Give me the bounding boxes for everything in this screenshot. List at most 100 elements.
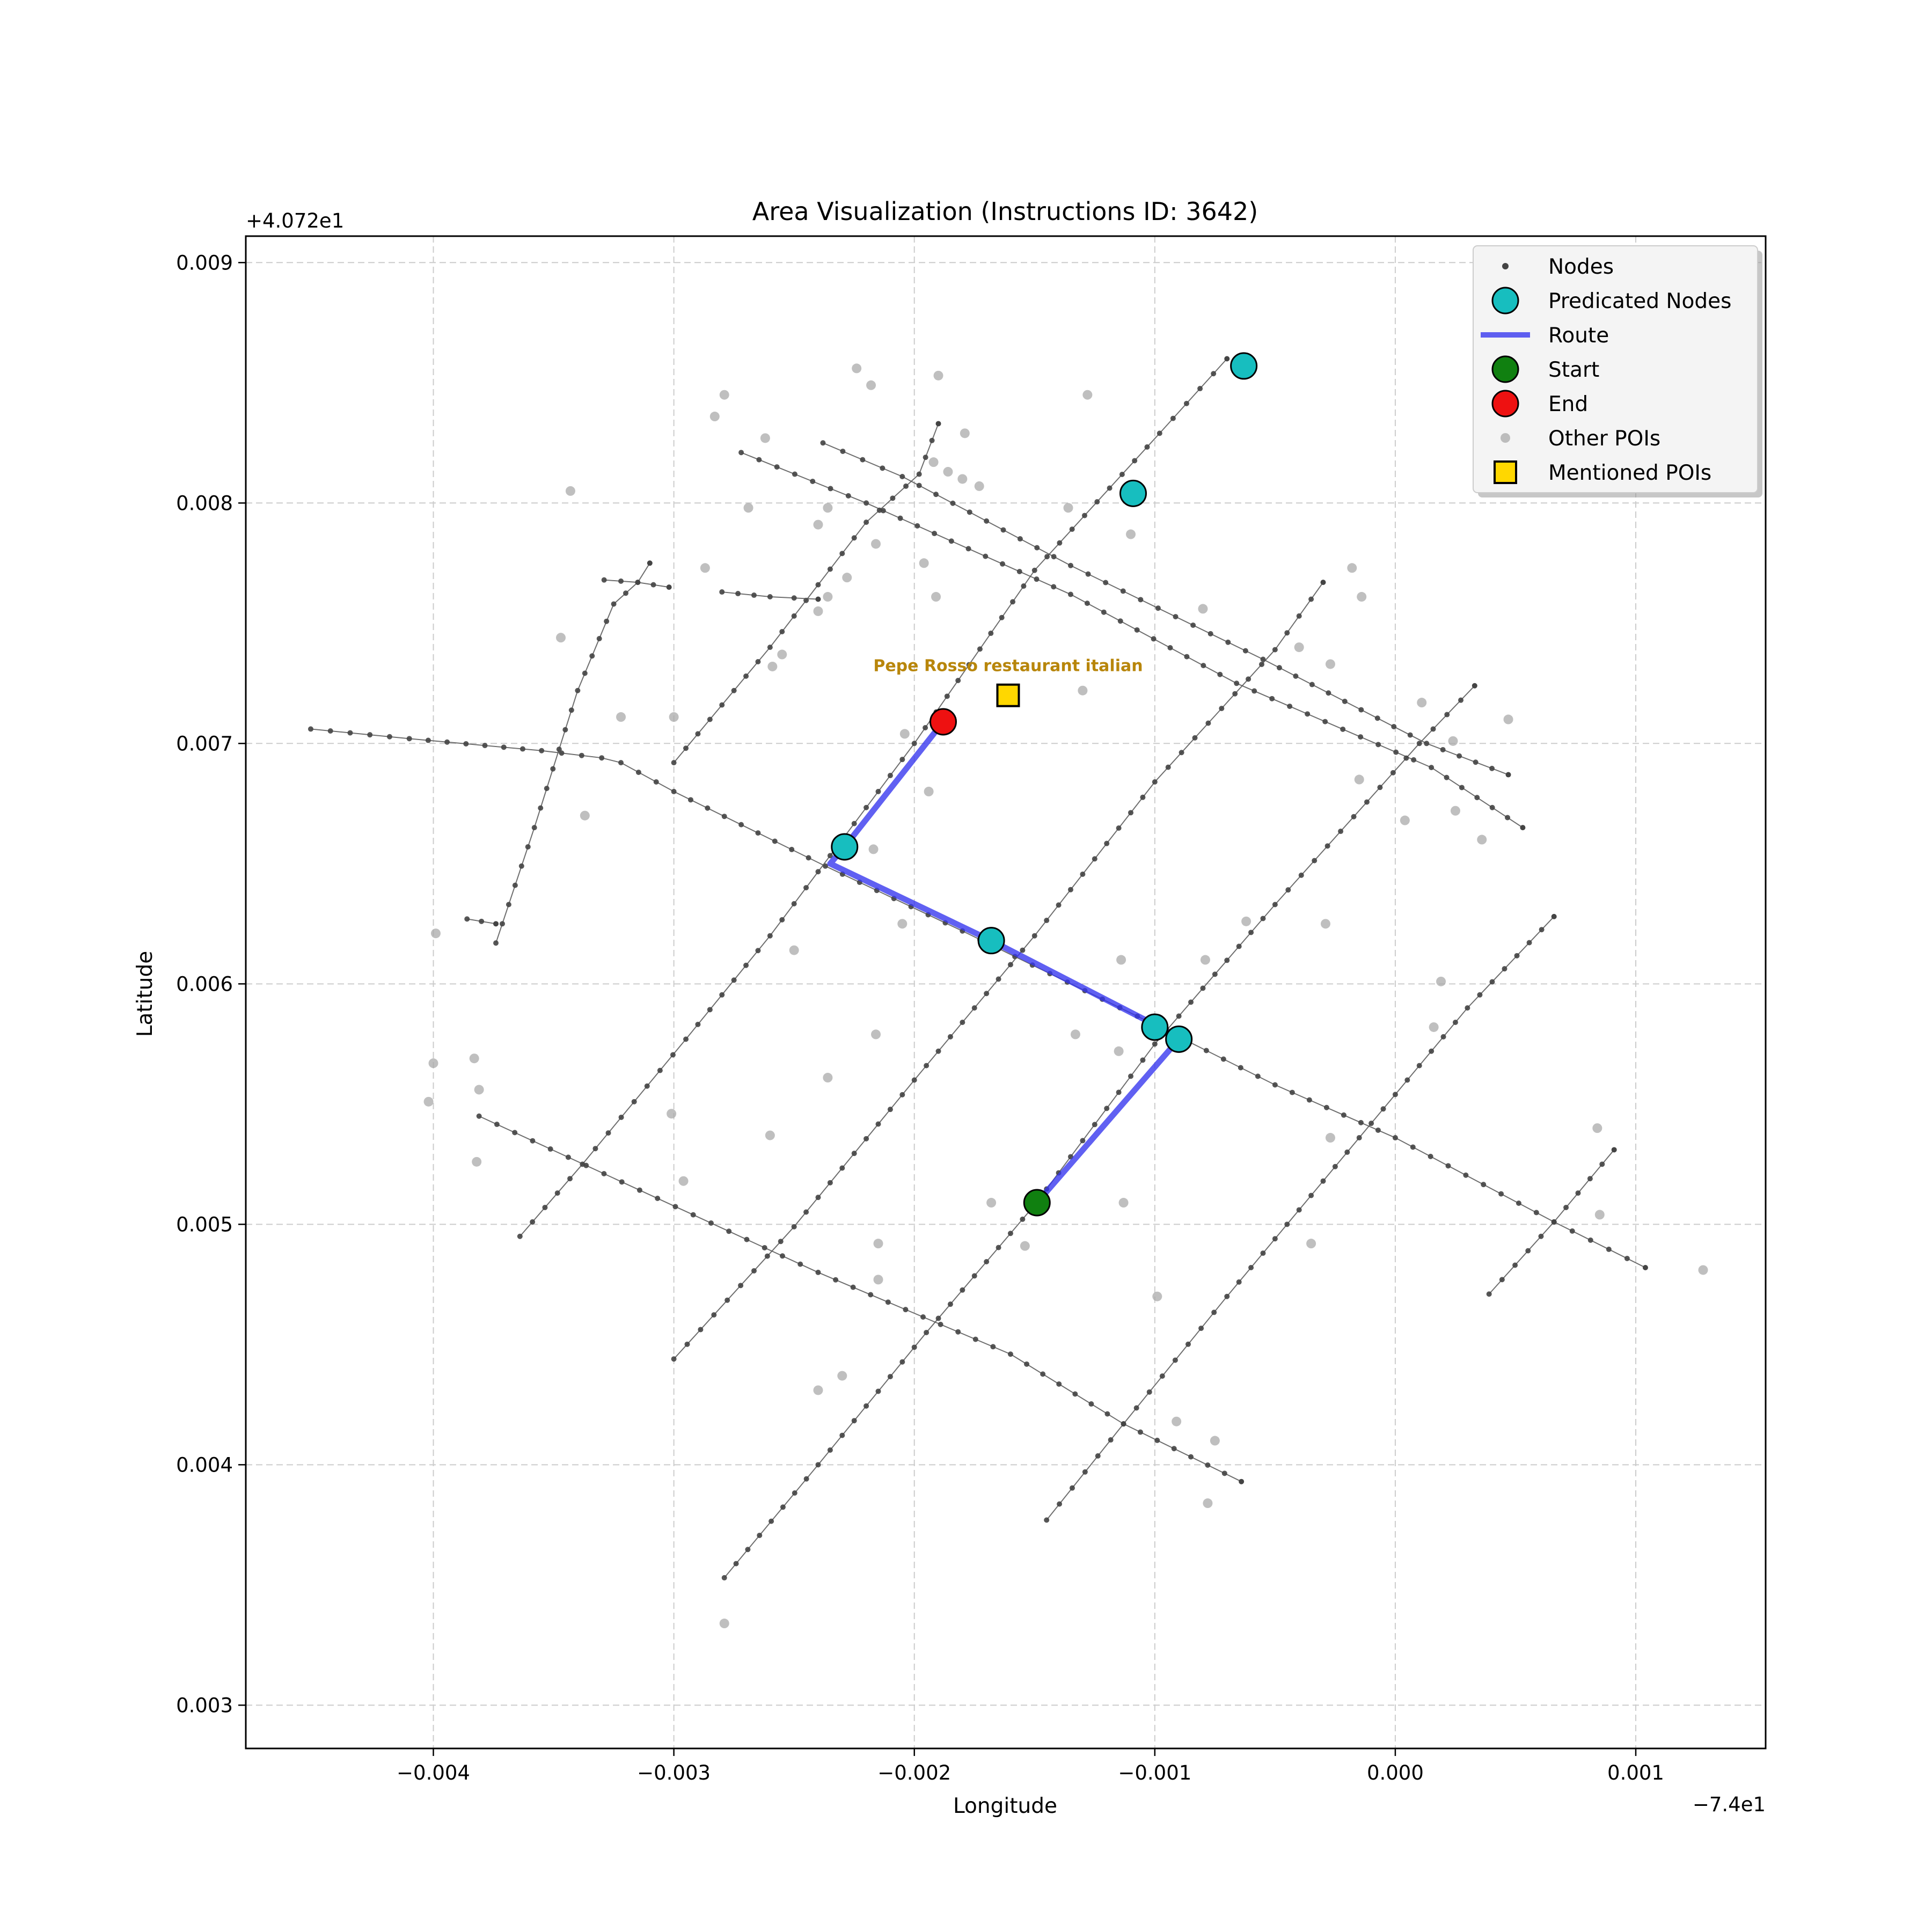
street-node xyxy=(1444,712,1450,718)
y-tick-label: 0.008 xyxy=(176,492,233,515)
other-poi-marker xyxy=(1116,955,1126,965)
street-node xyxy=(990,1344,996,1350)
other-poi-marker xyxy=(565,486,575,496)
street-node xyxy=(1192,735,1198,741)
street-node xyxy=(1440,747,1446,752)
street-node xyxy=(933,492,939,497)
street-node xyxy=(929,437,935,443)
street-node xyxy=(556,747,562,752)
street-node xyxy=(1340,726,1346,732)
street-node xyxy=(1252,688,1257,694)
street-node xyxy=(1452,1020,1458,1026)
other-poi-marker xyxy=(933,370,943,380)
other-poi-marker xyxy=(767,661,778,671)
street-node xyxy=(815,1269,821,1275)
y-tick-label: 0.009 xyxy=(176,251,233,274)
street-node xyxy=(1287,704,1293,709)
street-node xyxy=(1144,444,1150,450)
street-node xyxy=(1205,1462,1211,1468)
street-node xyxy=(1403,755,1409,761)
street-node xyxy=(947,1301,953,1307)
street-node xyxy=(815,582,821,588)
street-node xyxy=(996,1245,1001,1250)
predicted-node-marker xyxy=(831,833,859,861)
street-node xyxy=(1179,750,1184,756)
street-node xyxy=(1211,1309,1217,1315)
street-node xyxy=(885,1299,891,1305)
street-node xyxy=(767,933,773,939)
street-node xyxy=(960,1020,965,1026)
street-node xyxy=(406,736,412,742)
street-node xyxy=(1486,1291,1492,1297)
other-poi-marker xyxy=(556,633,566,643)
other-poi-marker xyxy=(1698,1265,1708,1275)
street-node xyxy=(1205,720,1211,726)
street-node xyxy=(851,1418,857,1424)
street-node xyxy=(1031,933,1037,939)
street-node xyxy=(1088,1401,1094,1407)
street-node xyxy=(719,702,725,708)
street-node xyxy=(1200,985,1206,991)
street-node xyxy=(636,1187,642,1193)
street-node xyxy=(1236,1279,1242,1285)
street-node xyxy=(1051,584,1057,590)
other-poi-marker xyxy=(1503,714,1513,724)
street-node xyxy=(828,486,833,492)
street-node xyxy=(1056,902,1062,908)
street-node xyxy=(731,687,737,693)
street-node xyxy=(644,1083,650,1089)
other-poi-marker xyxy=(760,433,770,443)
street-node xyxy=(1000,561,1006,567)
street-node xyxy=(1120,588,1126,594)
y-tick-label: 0.003 xyxy=(176,1694,233,1717)
legend-start-marker xyxy=(1491,355,1519,383)
street-node xyxy=(1458,697,1464,703)
street-node xyxy=(1017,536,1023,542)
street-node xyxy=(618,578,624,584)
other-poi-marker xyxy=(1172,1416,1182,1426)
x-offset-label: −7.4e1 xyxy=(1693,1793,1766,1816)
mentioned-poi-marker xyxy=(996,683,1020,707)
street-node xyxy=(1351,814,1357,819)
street-node xyxy=(1190,622,1196,628)
street-node xyxy=(1220,1056,1226,1062)
other-poi-marker xyxy=(719,390,729,400)
street-node xyxy=(1308,596,1314,602)
other-poi-marker xyxy=(616,712,626,722)
other-poi-marker xyxy=(469,1053,479,1064)
street-node xyxy=(653,779,659,785)
street-node xyxy=(670,1052,676,1058)
other-poi-marker xyxy=(474,1085,484,1095)
street-node xyxy=(683,745,689,751)
street-node xyxy=(984,518,990,524)
other-poi-marker xyxy=(709,412,720,422)
other-poi-marker xyxy=(813,606,823,616)
street-node xyxy=(1069,1485,1075,1491)
street-node xyxy=(1563,1204,1569,1210)
other-poi-marker xyxy=(873,1239,883,1249)
street-node xyxy=(1094,499,1100,505)
street-node xyxy=(875,1388,881,1394)
street-node xyxy=(1172,1357,1178,1363)
other-poi-marker xyxy=(924,786,934,796)
other-poi-marker xyxy=(1594,1210,1605,1220)
other-poi-marker xyxy=(1320,919,1330,929)
other-poi-marker xyxy=(943,467,953,477)
street-node xyxy=(568,707,574,713)
street-node xyxy=(1170,415,1176,421)
street-node xyxy=(791,613,797,619)
street-node xyxy=(827,1447,833,1453)
street-node xyxy=(1516,1201,1521,1206)
street-node xyxy=(308,726,313,732)
x-tick-label: −0.003 xyxy=(637,1761,711,1784)
street-node xyxy=(1606,1246,1612,1252)
street-node xyxy=(512,882,518,888)
x-tick-label: 0.000 xyxy=(1367,1761,1424,1784)
street-node xyxy=(803,885,809,891)
other-poi-marker xyxy=(789,945,799,955)
other-poi-marker xyxy=(1325,1133,1335,1143)
street-node xyxy=(779,1253,785,1259)
street-node xyxy=(1044,1517,1050,1523)
street-node xyxy=(1183,400,1189,406)
street-node xyxy=(721,814,727,819)
